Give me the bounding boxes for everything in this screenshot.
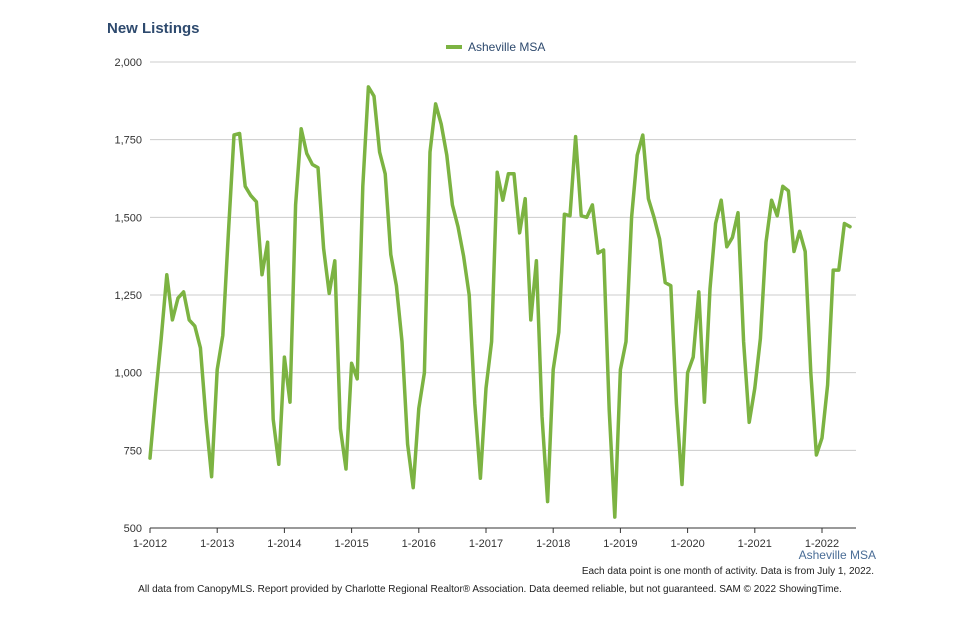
y-tick-label: 1,750 [114, 135, 142, 147]
x-tick-label: 1-2016 [402, 538, 436, 550]
legend-swatch [446, 45, 462, 49]
legend[interactable]: Asheville MSA [446, 40, 545, 54]
x-tick-label: 1-2022 [805, 538, 839, 550]
gridlines [150, 61, 856, 451]
chart-title: New Listings [107, 20, 200, 37]
x-axis [149, 527, 856, 533]
y-tick-label: 1,000 [114, 368, 142, 380]
source-footer: All data from CanopyMLS. Report provided… [138, 584, 842, 595]
x-tick-label: 1-2021 [738, 538, 772, 550]
x-tick-label: 1-2020 [670, 538, 704, 550]
x-axis-tick-labels: 1-2012 1-2013 1-2014 1-2015 1-2016 1-2017 1-20… [133, 538, 839, 550]
y-axis-ticks: 500 750 1,000 1,250 1,500 1,750 2,000 [114, 57, 142, 535]
x-tick-label: 1-2012 [133, 538, 167, 550]
y-tick-label: 2,000 [114, 57, 142, 69]
data-note: Each data point is one month of activity… [581, 566, 874, 577]
x-tick-label: 1-2018 [536, 538, 570, 550]
series-line-asheville-msa [148, 85, 852, 519]
x-tick-label: 1-2017 [469, 538, 503, 550]
y-tick-label: 500 [124, 523, 142, 535]
y-tick-label: 1,500 [114, 212, 142, 224]
series-label: Asheville MSA [798, 548, 876, 562]
x-tick-label: 1-2013 [200, 538, 234, 550]
y-tick-label: 750 [124, 445, 142, 457]
x-tick-label: 1-2014 [267, 538, 301, 550]
x-tick-label: 1-2015 [334, 538, 368, 550]
legend-item-asheville-msa: Asheville MSA [468, 40, 546, 54]
y-tick-label: 1,250 [114, 290, 142, 302]
series-lines [148, 85, 852, 519]
x-tick-label: 1-2019 [603, 538, 637, 550]
